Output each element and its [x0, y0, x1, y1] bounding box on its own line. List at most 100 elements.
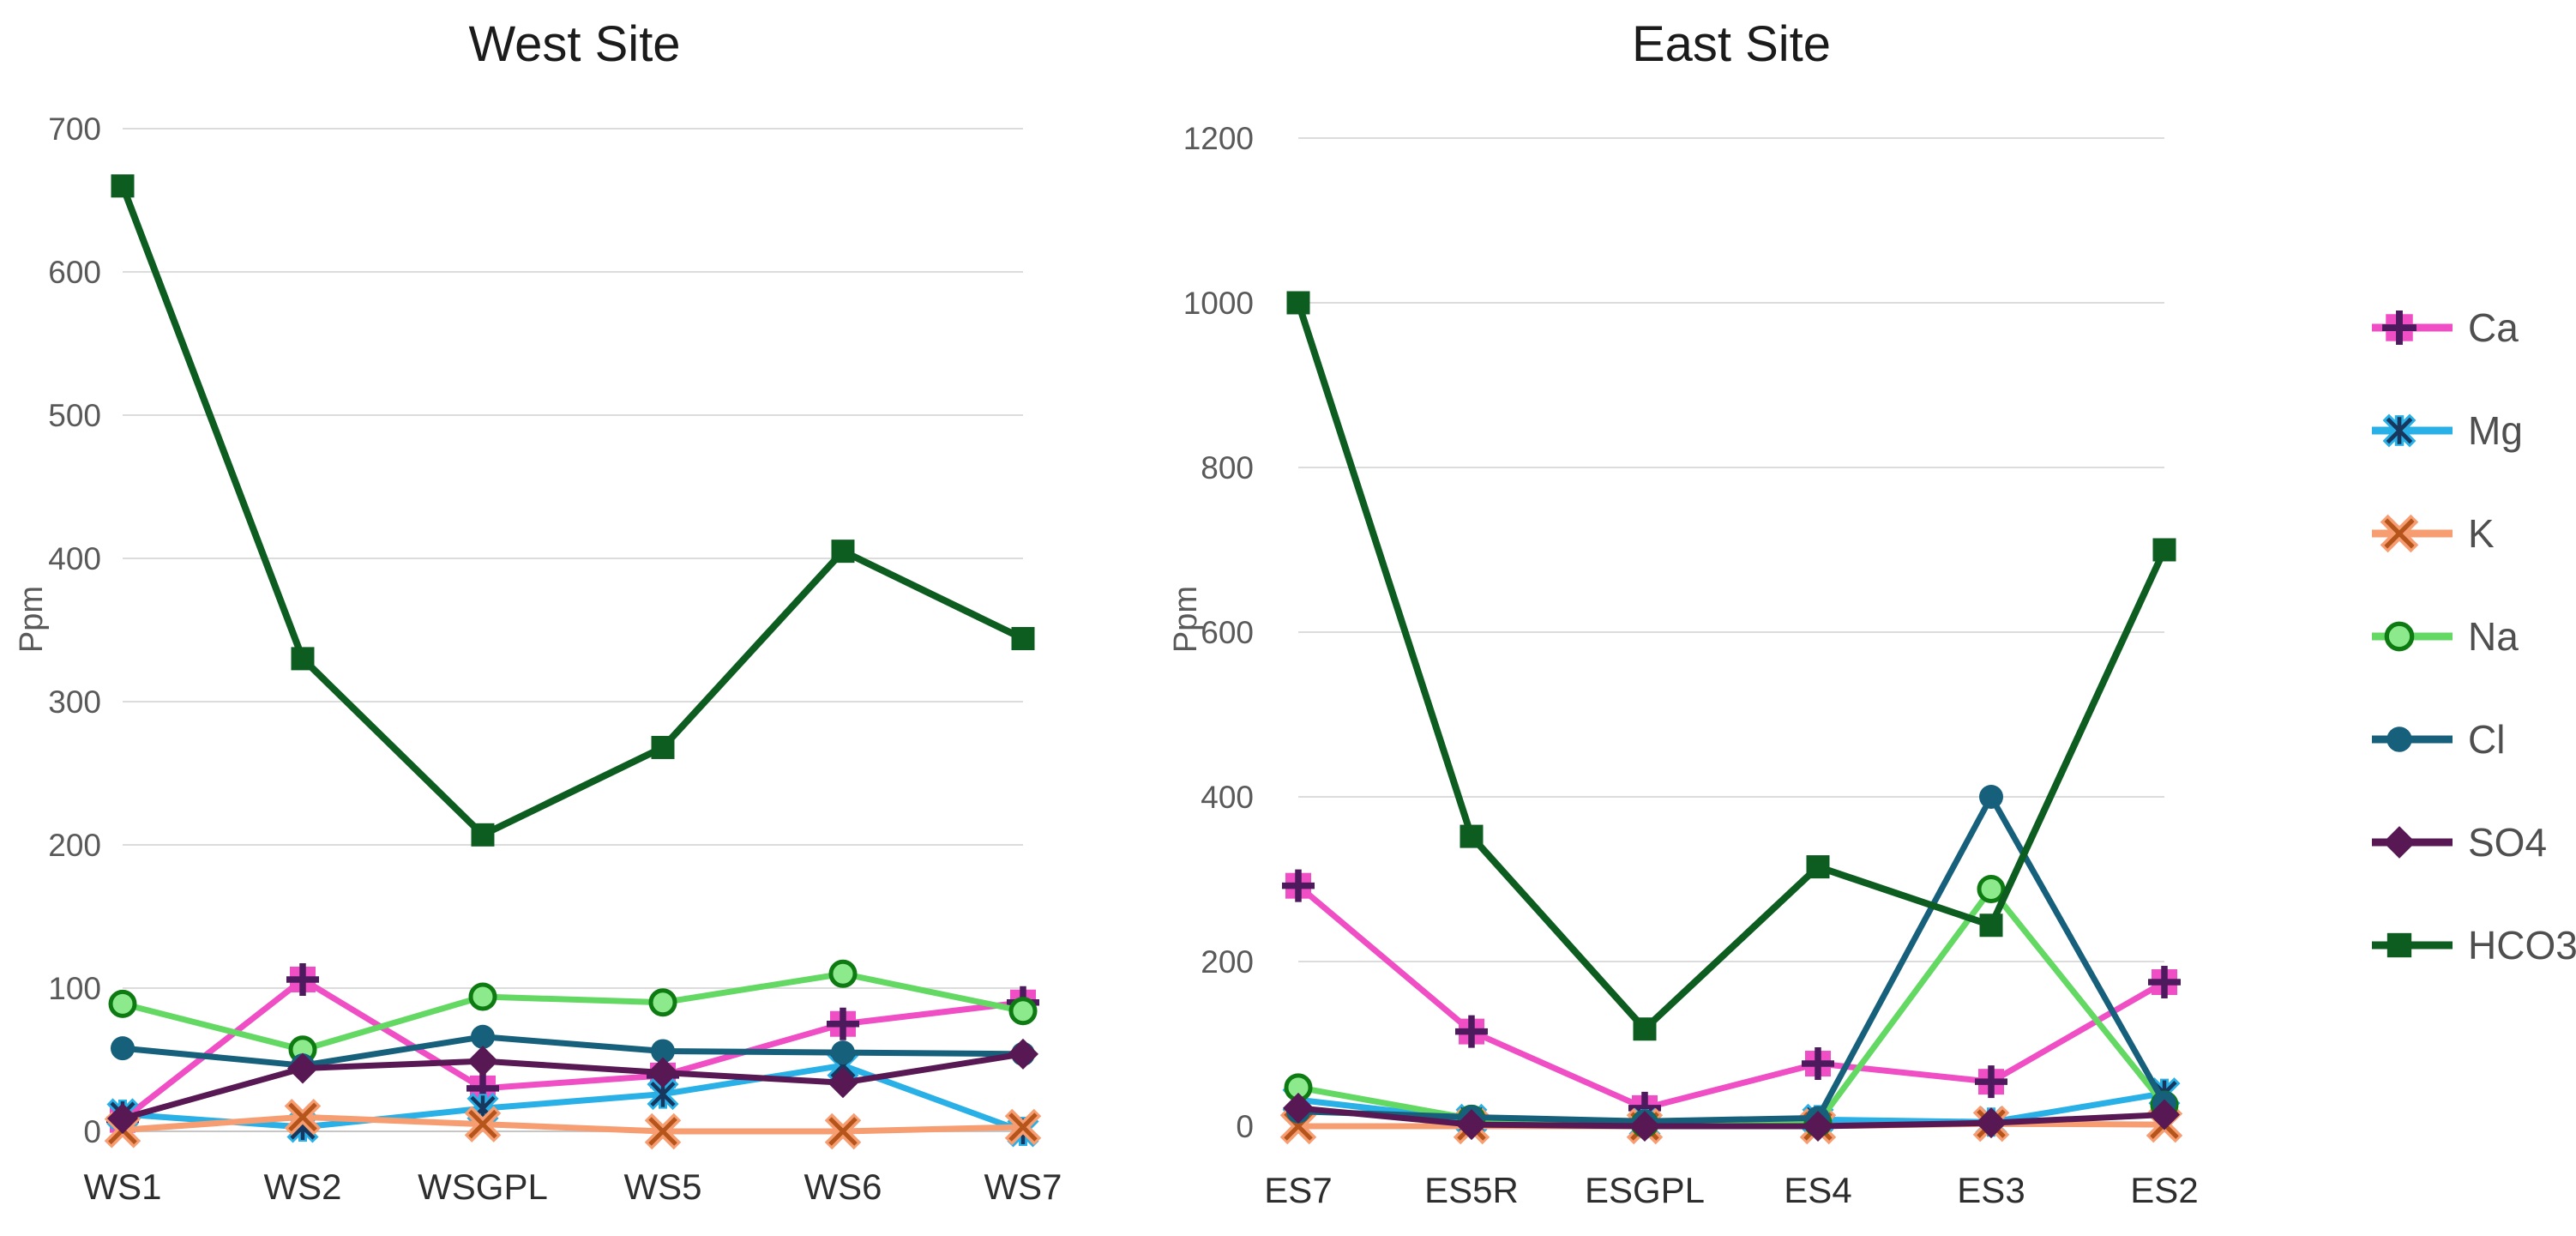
west-ytick-600: 600: [48, 255, 101, 290]
west-point-Na-WS7: [1008, 997, 1038, 1026]
west-point-HCO3-WS6: [831, 540, 855, 564]
east-category-ES3: ES3: [1957, 1170, 2025, 1210]
east-point-Cl-ES3: [1979, 785, 2003, 809]
legend-item-hco3: HCO3: [2368, 919, 2576, 971]
legend-marker-k-icon: [2372, 514, 2453, 553]
east-point-HCO3-ES5R: [1460, 824, 1484, 848]
west-category-WS5: WS5: [623, 1167, 701, 1207]
west-series-HCO3: [111, 174, 1035, 847]
west-point-SO4-WS6: [828, 1067, 858, 1099]
east-point-SO4-ESGPL: [1629, 1111, 1660, 1142]
west-point-K-WS5: [644, 1112, 682, 1150]
west-point-Na-WS1: [108, 989, 137, 1018]
east-category-ESGPL: ESGPL: [1585, 1170, 1705, 1210]
legend-label-cl: Cl: [2468, 717, 2506, 762]
west-point-Na-WSGPL: [468, 982, 497, 1011]
east-point-SO4-ES3: [1976, 1107, 2007, 1139]
east-category-ES7: ES7: [1264, 1170, 1332, 1210]
west-ytick-300: 300: [48, 684, 101, 720]
west-y-axis-label: Ppm: [14, 585, 50, 654]
west-series-Na: [108, 959, 1038, 1064]
east-ytick-1200: 1200: [1183, 121, 1254, 156]
east-series-Na: [1284, 875, 2179, 1138]
east-series-HCO3: [1286, 291, 2176, 1041]
east-point-Na-ES3: [1977, 875, 2006, 904]
legend-item-mg: Mg: [2368, 405, 2523, 456]
east-point-HCO3-ES4: [1806, 855, 1830, 879]
west-point-SO4-WS1: [107, 1102, 138, 1134]
east-point-Ca-ES5R: [1455, 1015, 1488, 1048]
legend-item-cl: Cl: [2368, 714, 2505, 765]
legend-item-ca: Ca: [2368, 302, 2519, 353]
legend-glyph-k: [2380, 514, 2419, 553]
west-point-Cl-WS1: [111, 1036, 135, 1061]
legend-label-so4: SO4: [2468, 820, 2548, 865]
west-point-HCO3-WS2: [291, 647, 315, 671]
west-point-K-WS2: [284, 1099, 322, 1136]
west-point-K-WSGPL: [464, 1106, 502, 1143]
east-category-ES5R: ES5R: [1424, 1170, 1519, 1210]
west-point-Cl-WS6: [831, 1040, 855, 1065]
east-site-title: East Site: [1631, 16, 1832, 72]
east-series-Ca: [1282, 869, 2181, 1124]
legend-marker-cl-icon: [2372, 727, 2453, 752]
east-point-Ca-ES7: [1282, 869, 1315, 902]
west-point-Na-WS6: [828, 959, 858, 988]
west-point-Ca-WS2: [286, 962, 319, 996]
legend-glyph-hco3: [2386, 932, 2412, 958]
west-point-HCO3-WS7: [1011, 627, 1035, 651]
west-ytick-500: 500: [48, 398, 101, 433]
legend-label-mg: Mg: [2468, 408, 2523, 453]
west-category-WS6: WS6: [803, 1167, 882, 1207]
east-point-SO4-ES5R: [1456, 1109, 1487, 1141]
east-ytick-800: 800: [1201, 450, 1254, 485]
legend-marker-na-icon: [2372, 621, 2453, 652]
east-series-Cl: [1286, 785, 2176, 1134]
west-category-WS1: WS1: [83, 1167, 161, 1207]
legend-glyph-cl: [2386, 727, 2412, 752]
east-ytick-1000: 1000: [1183, 286, 1254, 321]
legend-marker-mg-icon: [2372, 413, 2453, 448]
east-point-SO4-ES2: [2149, 1099, 2180, 1130]
west-point-HCO3-WS1: [111, 174, 135, 198]
east-point-HCO3-ES7: [1286, 291, 1310, 315]
legend-marker-hco3-icon: [2372, 932, 2453, 958]
west-point-K-WS7: [1004, 1108, 1042, 1146]
west-chart: 0 100 200 300 400 500 600 700 WS1 WS2 WSGPL WS5 WS6 W…: [48, 112, 1062, 1207]
east-point-Ca-ES3: [1975, 1065, 2007, 1099]
west-point-SO4-WS7: [1008, 1038, 1038, 1070]
legend-glyph-so4: [2383, 826, 2416, 859]
east-gridlines: [1298, 137, 2164, 1127]
west-point-SO4-WSGPL: [467, 1046, 498, 1077]
east-point-Ca-ES2: [2148, 966, 2181, 998]
legend-glyph-ca: [2382, 311, 2417, 345]
legend-label-ca: Ca: [2468, 305, 2519, 350]
west-ytick-200: 200: [48, 828, 101, 863]
legend-item-k: K: [2368, 508, 2495, 559]
east-ytick-400: 400: [1201, 780, 1254, 815]
west-point-K-WS6: [824, 1112, 862, 1150]
west-point-Cl-WSGPL: [471, 1024, 495, 1049]
legend-marker-so4-icon: [2372, 826, 2453, 859]
west-category-WSGPL: WSGPL: [418, 1167, 548, 1207]
east-series-SO4: [1283, 1092, 2180, 1142]
west-ytick-100: 100: [48, 971, 101, 1006]
east-point-HCO3-ES3: [1979, 913, 2003, 938]
east-ytick-200: 200: [1201, 944, 1254, 980]
legend-label-na: Na: [2468, 614, 2519, 659]
east-point-Ca-ES4: [1802, 1047, 1834, 1081]
legend-glyph-mg: [2382, 413, 2417, 448]
east-point-HCO3-ES2: [2152, 538, 2176, 562]
west-category-WS7: WS7: [984, 1167, 1062, 1207]
west-point-SO4-WS2: [287, 1052, 318, 1084]
legend-item-na: Na: [2368, 611, 2519, 662]
west-point-Na-WS5: [648, 988, 677, 1017]
west-gridlines: [123, 128, 1023, 1132]
west-series-Ca: [106, 962, 1039, 1137]
west-ytick-700: 700: [48, 112, 101, 147]
east-point-SO4-ES7: [1283, 1092, 1314, 1124]
east-y-axis-label: Ppm: [1168, 585, 1204, 654]
west-point-SO4-WS5: [647, 1057, 678, 1088]
east-category-ES4: ES4: [1784, 1170, 1851, 1210]
